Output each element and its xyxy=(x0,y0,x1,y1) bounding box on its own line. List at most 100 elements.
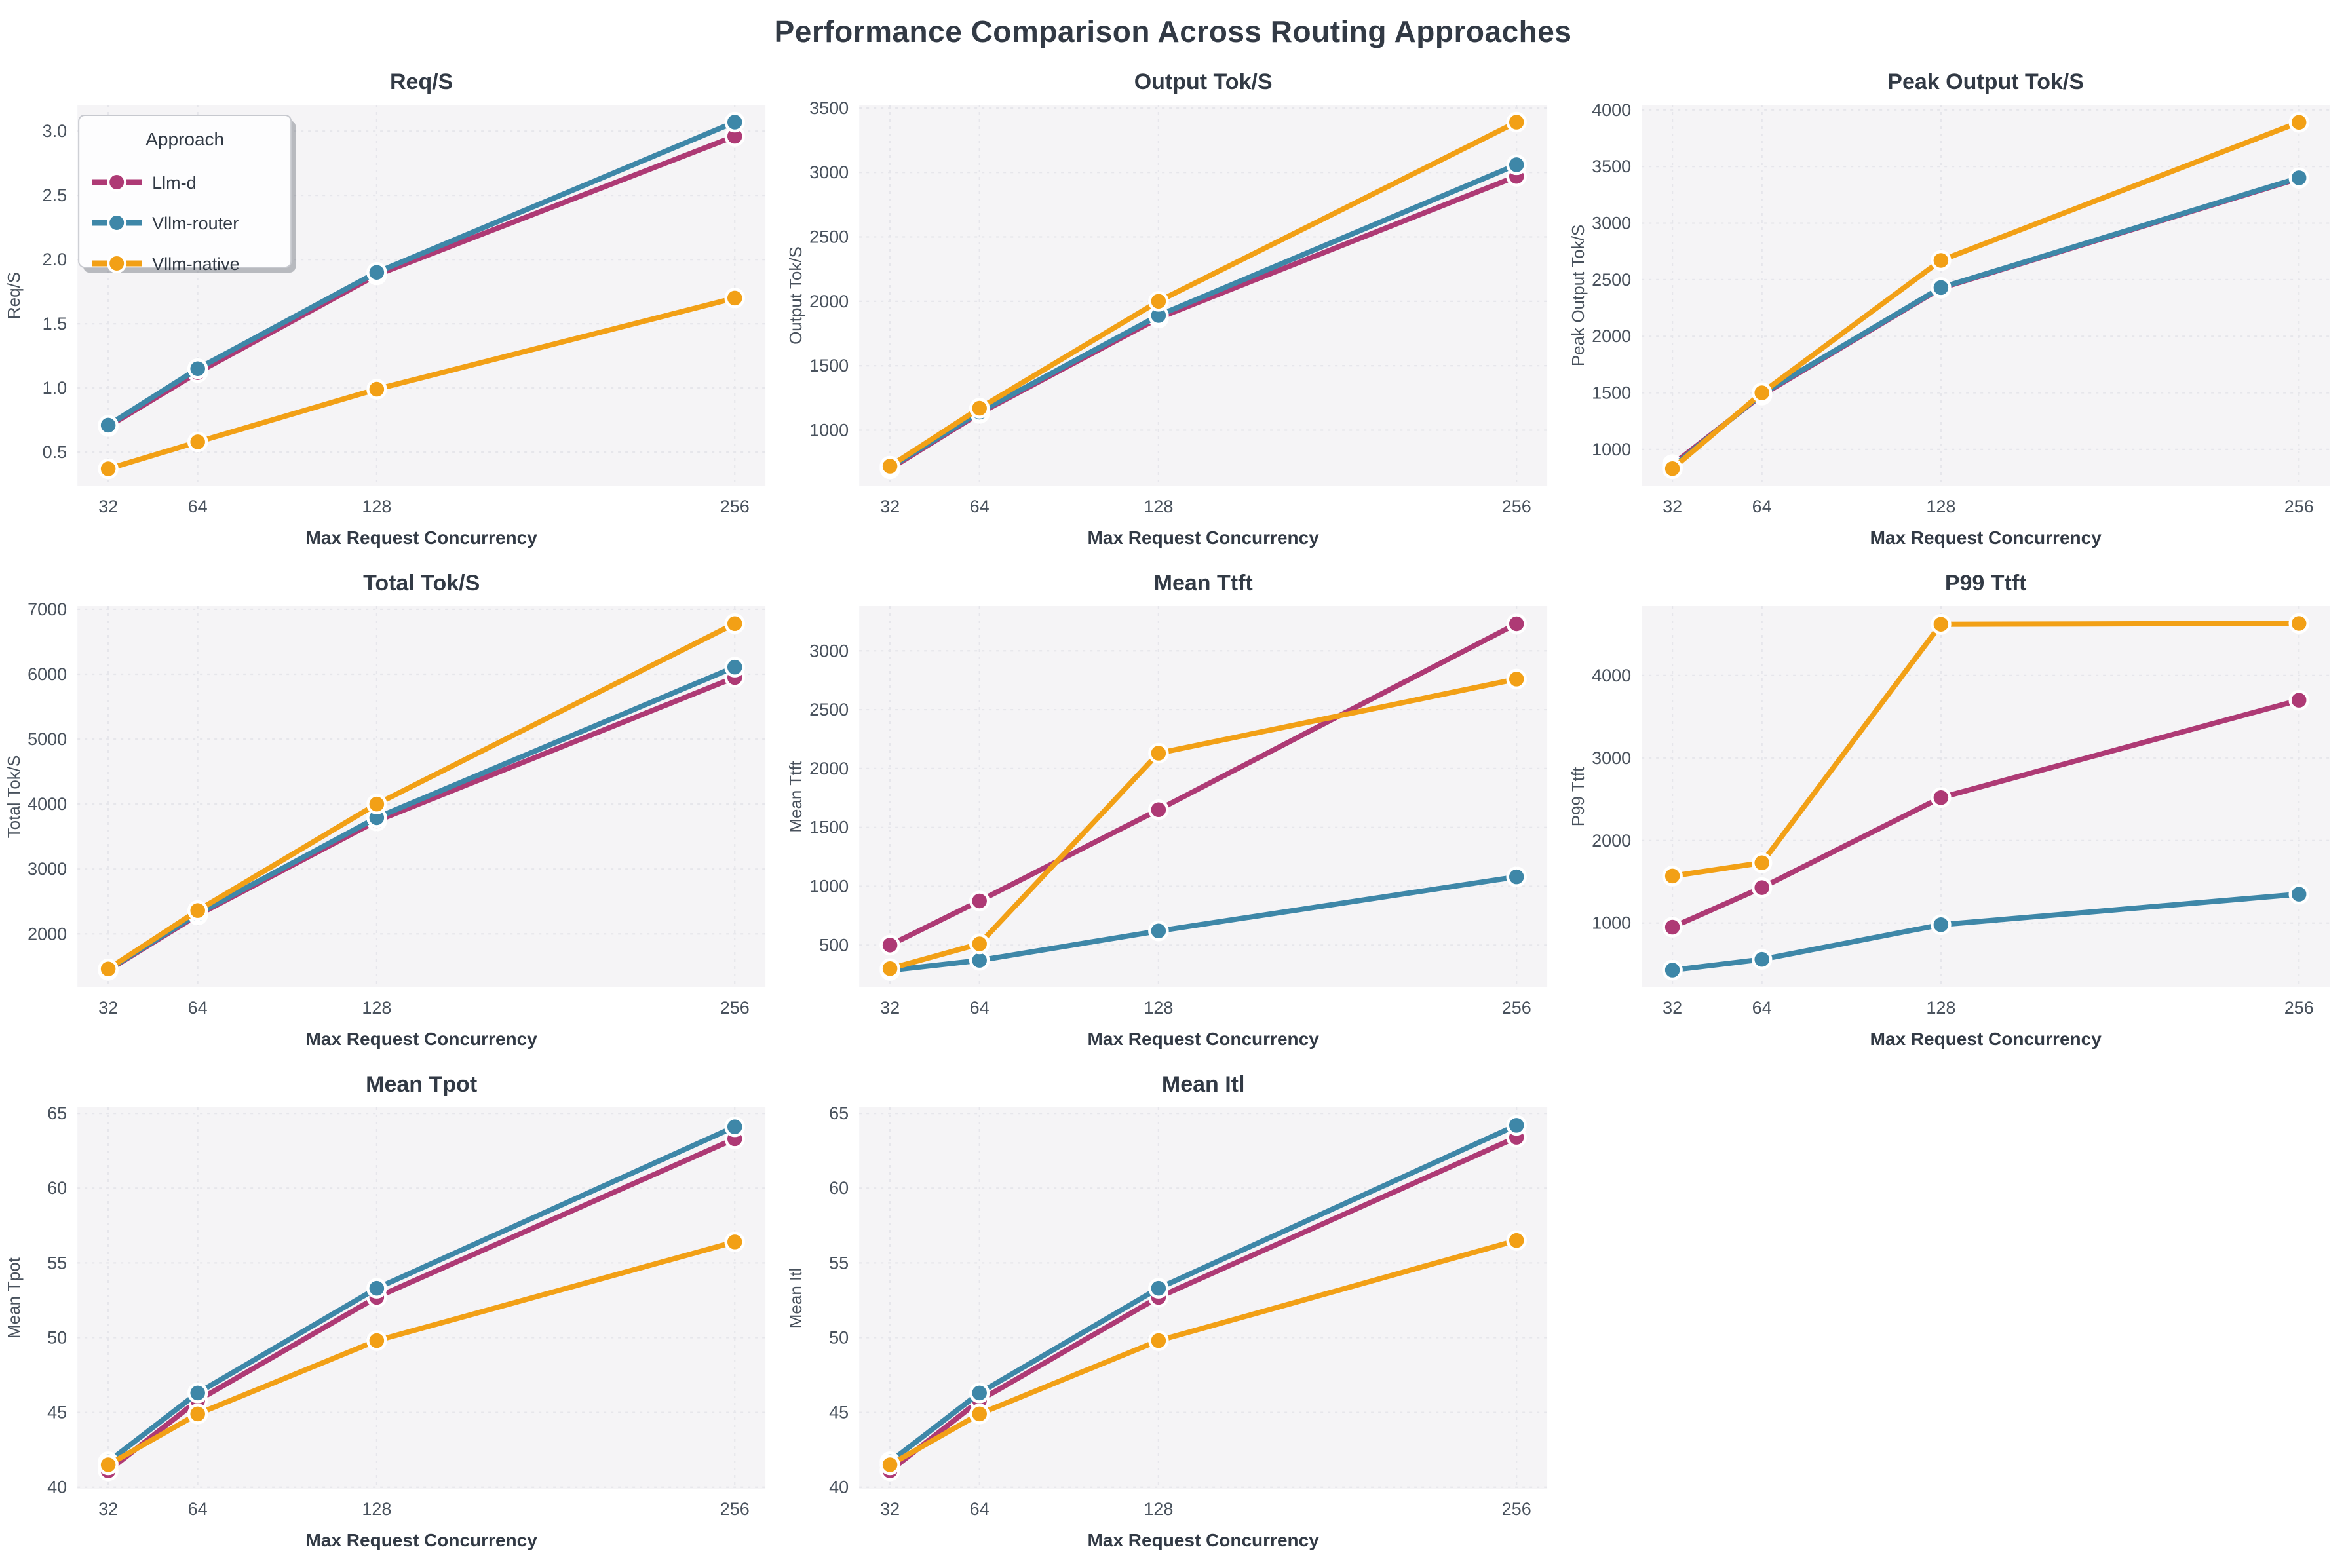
legend-marker xyxy=(107,213,127,233)
data-point-marker-vllm-native xyxy=(724,613,745,634)
y-axis-label: Total Tok/S xyxy=(4,755,24,839)
data-point-marker-vllm-router xyxy=(724,111,745,133)
y-tick-label: 3000 xyxy=(1592,748,1631,768)
y-axis-label: Output Tok/S xyxy=(786,246,805,345)
x-tick-label: 128 xyxy=(1144,1499,1174,1519)
x-tick-label: 32 xyxy=(98,497,118,516)
y-tick-label: 3500 xyxy=(809,98,849,118)
x-tick-label: 128 xyxy=(1144,998,1174,1018)
y-tick-label: 3000 xyxy=(1592,213,1631,233)
data-point-marker-vllm-native xyxy=(1930,250,1952,271)
data-point-marker-vllm-router xyxy=(1148,1278,1169,1299)
x-tick-label: 64 xyxy=(188,1499,208,1519)
x-tick-label: 256 xyxy=(1502,1499,1531,1519)
data-point-marker-vllm-native xyxy=(879,1454,901,1476)
data-point-marker-vllm-native xyxy=(1930,613,1952,635)
x-tick-label: 128 xyxy=(362,1499,391,1519)
x-tick-label: 128 xyxy=(1926,998,1955,1018)
legend-item-label: Vllm-router xyxy=(152,214,239,233)
y-tick-label: 4000 xyxy=(28,794,67,814)
x-tick-label: 256 xyxy=(720,497,750,516)
data-point-marker-vllm-router xyxy=(98,415,119,436)
x-tick-label: 64 xyxy=(970,1499,990,1519)
data-point-marker-vllm-native xyxy=(1506,668,1528,690)
y-tick-label: 65 xyxy=(829,1103,849,1123)
y-tick-label: 2500 xyxy=(809,227,849,247)
y-axis-label: P99 Ttft xyxy=(1568,767,1588,826)
plot-background xyxy=(1641,105,2330,486)
y-axis-label: Req/S xyxy=(4,272,24,319)
y-tick-label: 2500 xyxy=(1592,270,1631,290)
chart-cell: Mean Tpot 32 64 128 256 40 45 50 55 60 65 Max Reque… xyxy=(0,1065,782,1567)
y-tick-label: 2000 xyxy=(28,924,67,944)
y-tick-label: 1.0 xyxy=(43,378,67,398)
series-line-vllm-router xyxy=(106,1124,738,1464)
y-tick-label: 3.0 xyxy=(43,121,67,141)
figure-header: Performance Comparison Across Routing Ap… xyxy=(0,0,2346,63)
chart-title: Output Tok/S xyxy=(1134,69,1273,94)
legend-item-label: Llm-d xyxy=(152,173,197,193)
chart-title: Mean Itl xyxy=(1162,1072,1245,1097)
data-point-marker-vllm-native xyxy=(969,398,990,419)
data-point-marker-vllm-native xyxy=(1148,291,1169,312)
data-point-marker-vllm-native xyxy=(969,933,990,955)
x-tick-label: 256 xyxy=(1502,497,1531,516)
data-point-marker-vllm-native xyxy=(724,288,745,309)
x-axis-label: Max Request Concurrency xyxy=(1088,527,1320,548)
data-point-marker-vllm-router xyxy=(1751,949,1773,970)
x-tick-label: 32 xyxy=(880,998,900,1018)
y-tick-label: 2000 xyxy=(809,292,849,311)
legend-marker xyxy=(107,172,127,192)
y-tick-label: 50 xyxy=(829,1328,849,1347)
x-tick-label: 128 xyxy=(1926,497,1955,516)
y-axis-label: Mean Ttft xyxy=(786,761,805,833)
data-point-marker-vllm-router xyxy=(1662,959,1683,981)
chart-title: Total Tok/S xyxy=(363,571,480,596)
data-point-marker-vllm-native xyxy=(366,379,387,400)
x-tick-label: 64 xyxy=(970,998,990,1018)
data-point-marker-vllm-native xyxy=(98,1454,119,1476)
x-axis-label: Max Request Concurrency xyxy=(1088,1530,1320,1550)
x-axis-label: Max Request Concurrency xyxy=(1088,1029,1320,1049)
data-point-marker-vllm-router xyxy=(969,1383,990,1404)
data-point-marker-vllm-native xyxy=(1148,742,1169,764)
plot-background xyxy=(77,1107,766,1489)
chart-title: Mean Ttft xyxy=(1154,571,1253,596)
data-point-marker-llm-d xyxy=(969,890,990,911)
chart-cell: P99 Ttft 32 64 128 256 1000 2000 3000 4000 Max Re… xyxy=(1564,564,2346,1065)
y-tick-label: 65 xyxy=(47,1103,67,1123)
data-point-marker-vllm-router xyxy=(366,261,387,283)
y-axis-label: Mean Tpot xyxy=(4,1257,24,1339)
chart-cell: Req/S 32 64 128 256 0.5 1.0 1.5 2.0 2.5 3.0 Max Req… xyxy=(0,63,782,564)
y-tick-label: 60 xyxy=(829,1178,849,1198)
data-point-marker-vllm-native xyxy=(187,900,208,921)
y-tick-label: 55 xyxy=(47,1253,67,1272)
data-point-marker-vllm-router xyxy=(1930,277,1952,298)
data-point-marker-vllm-router xyxy=(187,358,208,379)
x-tick-label: 256 xyxy=(2284,998,2313,1018)
data-point-marker-vllm-native xyxy=(1662,458,1683,479)
data-point-marker-vllm-native xyxy=(1506,111,1528,133)
series-line-vllm-native xyxy=(1669,621,2301,879)
data-point-marker-vllm-native xyxy=(98,458,119,480)
data-point-marker-llm-d xyxy=(1148,799,1169,820)
data-point-marker-vllm-router xyxy=(366,1278,387,1299)
y-tick-label: 4000 xyxy=(1592,666,1631,685)
y-tick-label: 7000 xyxy=(28,600,67,619)
y-tick-label: 40 xyxy=(47,1478,67,1497)
data-point-marker-vllm-native xyxy=(1662,866,1683,887)
y-tick-label: 2.5 xyxy=(43,185,67,205)
data-point-marker-llm-d xyxy=(1751,877,1773,898)
series-line-vllm-router xyxy=(887,874,1520,973)
y-tick-label: 500 xyxy=(819,935,849,955)
chart-title: Mean Tpot xyxy=(366,1072,477,1097)
legend-item-label: Vllm-native xyxy=(152,254,240,274)
y-tick-label: 4000 xyxy=(1592,100,1631,120)
y-tick-label: 2000 xyxy=(1592,326,1631,346)
x-tick-label: 64 xyxy=(188,497,208,516)
x-tick-label: 256 xyxy=(2284,497,2313,516)
data-point-marker-vllm-router xyxy=(2288,883,2309,905)
chart-mean-ttft: Mean Ttft 32 64 128 256 500 1000 1500 2000 2500 30… xyxy=(786,571,1548,1049)
series-line-vllm-native xyxy=(887,1238,1520,1468)
series-line-vllm-native xyxy=(106,1239,738,1468)
